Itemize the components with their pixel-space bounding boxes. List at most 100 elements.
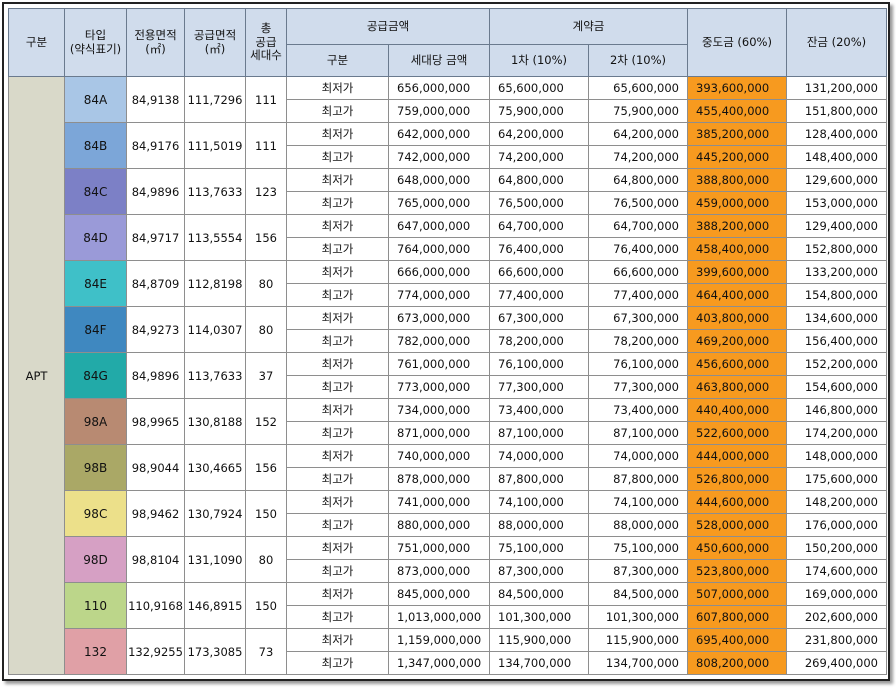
type-cell: 84D (64, 214, 127, 261)
deposit-1-cell: 76,500,000 (489, 191, 589, 215)
balance-cell: 156,400,000 (786, 329, 887, 353)
table-row: 98C 98,9462 130,7924 150 최저가 741,000,000 74,10… (9, 490, 887, 537)
balance-cell: 134,600,000 (786, 306, 887, 330)
deposit-2-cell: 65,600,000 (588, 76, 688, 100)
deposit-2-cell: 88,000,000 (588, 513, 688, 537)
balance-cell: 129,600,000 (786, 168, 887, 192)
deposit-2-cell: 74,100,000 (588, 490, 688, 514)
deposit-2-cell: 134,700,000 (588, 651, 688, 675)
deposit-2-cell: 87,300,000 (588, 559, 688, 583)
deposit-2-cell: 84,500,000 (588, 582, 688, 606)
balance-cell: 175,600,000 (786, 467, 887, 491)
deposit-1-cell: 84,500,000 (489, 582, 589, 606)
middle-payment-cell: 450,600,000 (687, 536, 787, 560)
table-row: 최고가 1,347,000,000 134,700,000 134,700,000 80… (9, 651, 887, 675)
table-row: 132 132,9255 173,3085 73 최저가 1,159,000,000 115… (9, 628, 887, 675)
unit-price-cell: 666,000,000 (388, 260, 490, 284)
price-label-cell: 최고가 (286, 237, 389, 261)
type-cell: 84F (64, 306, 127, 353)
supply-area-cell: 130,8188 (184, 398, 246, 445)
unit-price-cell: 765,000,000 (388, 191, 490, 215)
supply-area-cell: 130,7924 (184, 490, 246, 537)
balance-cell: 174,200,000 (786, 421, 887, 445)
unit-price-cell: 1,013,000,000 (388, 605, 490, 629)
deposit-2-cell: 73,400,000 (588, 398, 688, 422)
unit-price-cell: 642,000,000 (388, 122, 490, 146)
middle-payment-cell: 388,800,000 (687, 168, 787, 192)
deposit-1-cell: 66,600,000 (489, 260, 589, 284)
price-label-cell: 최고가 (286, 329, 389, 353)
households-cell: 37 (245, 352, 287, 399)
type-cell: 98C (64, 490, 127, 537)
deposit-2-cell: 74,200,000 (588, 145, 688, 169)
unit-price-cell: 764,000,000 (388, 237, 490, 261)
middle-payment-cell: 523,800,000 (687, 559, 787, 583)
deposit-2-cell: 75,100,000 (588, 536, 688, 560)
balance-cell: 153,000,000 (786, 191, 887, 215)
table-row: 84G 84,9896 113,7633 37 최저가 761,000,000 76,100… (9, 352, 887, 399)
deposit-1-cell: 67,300,000 (489, 306, 589, 330)
deposit-1-cell: 64,700,000 (489, 214, 589, 238)
price-label-cell: 최저가 (286, 168, 389, 192)
unit-price-cell: 734,000,000 (388, 398, 490, 422)
deposit-2-cell: 77,400,000 (588, 283, 688, 307)
price-label-cell: 최고가 (286, 99, 389, 123)
supply-area-cell: 146,8915 (184, 582, 246, 629)
balance-cell: 150,200,000 (786, 536, 887, 560)
price-label-cell: 최고가 (286, 283, 389, 307)
table-row: 최고가 759,000,000 75,900,000 75,900,000 455,40… (9, 99, 887, 123)
middle-payment-cell: 464,400,000 (687, 283, 787, 307)
exclusive-area-cell: 84,9273 (126, 306, 185, 353)
deposit-2-cell: 66,600,000 (588, 260, 688, 284)
price-label-cell: 최고가 (286, 375, 389, 399)
middle-payment-cell: 808,200,000 (687, 651, 787, 675)
price-label-cell: 최저가 (286, 352, 389, 376)
unit-price-cell: 871,000,000 (388, 421, 490, 445)
table-row: 84E 84,8709 112,8198 80 최저가 666,000,000 66,600… (9, 260, 887, 307)
type-cell: 132 (64, 628, 127, 675)
supply-area-cell: 112,8198 (184, 260, 246, 307)
table-row: 84B 84,9176 111,5019 111 최저가 642,000,000 64,20… (9, 122, 887, 169)
type-cell: 98D (64, 536, 127, 583)
price-label-cell: 최저가 (286, 582, 389, 606)
households-cell: 80 (245, 260, 287, 307)
middle-payment-cell: 393,600,000 (687, 76, 787, 100)
balance-cell: 169,000,000 (786, 582, 887, 606)
unit-price-cell: 774,000,000 (388, 283, 490, 307)
deposit-2-cell: 76,400,000 (588, 237, 688, 261)
middle-payment-cell: 459,000,000 (687, 191, 787, 215)
deposit-2-cell: 87,100,000 (588, 421, 688, 445)
unit-price-cell: 782,000,000 (388, 329, 490, 353)
type-cell: 84E (64, 260, 127, 307)
table-row: 98D 98,8104 131,1090 80 최저가 751,000,000 75,100… (9, 536, 887, 583)
households-cell: 111 (245, 76, 287, 123)
price-label-cell: 최고가 (286, 145, 389, 169)
supply-area-cell: 114,0307 (184, 306, 246, 353)
type-cell: 110 (64, 582, 127, 629)
balance-cell: 154,800,000 (786, 283, 887, 307)
category-cell: APT (8, 76, 65, 675)
unit-price-cell: 761,000,000 (388, 352, 490, 376)
type-cell: 98A (64, 398, 127, 445)
unit-price-cell: 878,000,000 (388, 467, 490, 491)
table-row: 최고가 764,000,000 76,400,000 76,400,000 458,40… (9, 237, 887, 261)
deposit-2-cell: 67,300,000 (588, 306, 688, 330)
exclusive-area-cell: 84,9717 (126, 214, 185, 261)
middle-payment-cell: 463,800,000 (687, 375, 787, 399)
households-cell: 80 (245, 306, 287, 353)
header-category: 구분 (8, 8, 65, 77)
type-cell: 98B (64, 444, 127, 491)
header-balance: 잔금 (20%) (786, 8, 887, 77)
households-cell: 111 (245, 122, 287, 169)
middle-payment-cell: 456,600,000 (687, 352, 787, 376)
unit-price-cell: 648,000,000 (388, 168, 490, 192)
balance-cell: 129,400,000 (786, 214, 887, 238)
unit-price-cell: 759,000,000 (388, 99, 490, 123)
price-label-cell: 최저가 (286, 628, 389, 652)
households-cell: 80 (245, 536, 287, 583)
price-label-cell: 최저가 (286, 444, 389, 468)
price-label-cell: 최고가 (286, 467, 389, 491)
deposit-2-cell: 77,300,000 (588, 375, 688, 399)
deposit-2-cell: 76,500,000 (588, 191, 688, 215)
table-row: 110 110,9168 146,8915 150 최저가 845,000,000 84,5… (9, 582, 887, 629)
